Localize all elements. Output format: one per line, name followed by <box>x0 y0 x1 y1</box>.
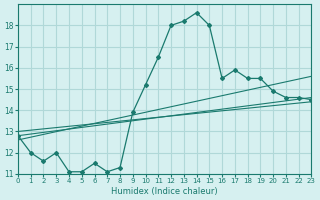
X-axis label: Humidex (Indice chaleur): Humidex (Indice chaleur) <box>111 187 218 196</box>
